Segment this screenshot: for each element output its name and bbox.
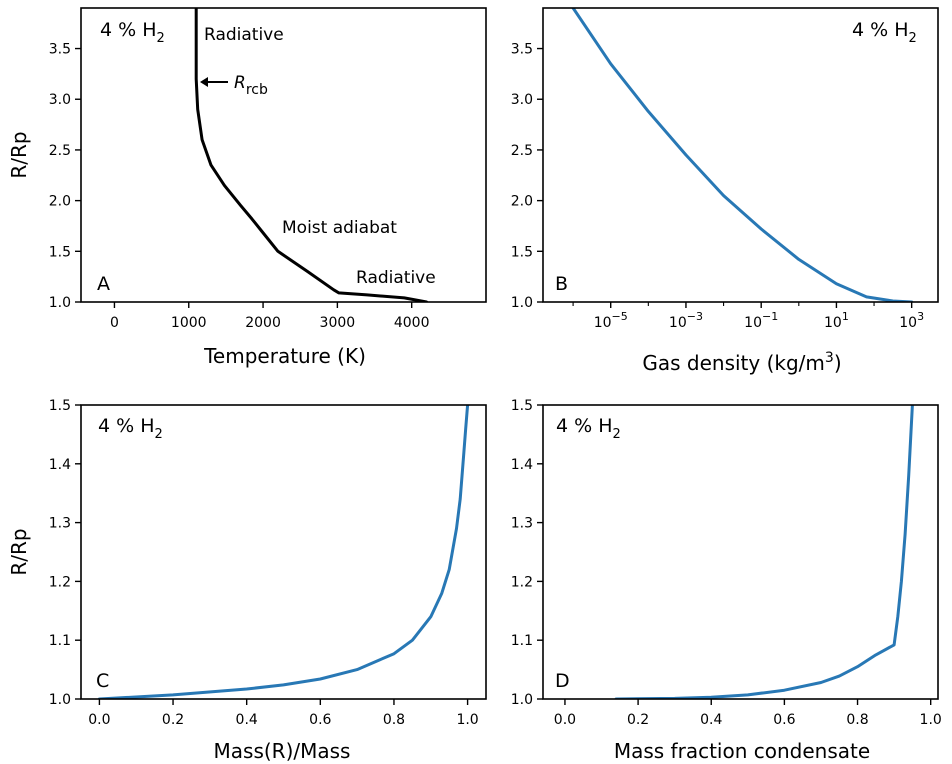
panel-d-xlabel: Mass fraction condensate bbox=[614, 739, 870, 763]
panel-c-series-line bbox=[97, 405, 470, 699]
panel-d-ytick-label: 1.2 bbox=[511, 574, 533, 590]
panel-c-lines bbox=[97, 405, 470, 699]
panel-c-xlabel: Mass(R)/Mass bbox=[214, 739, 351, 763]
panel-a-label-radiative-top: Radiative bbox=[204, 25, 284, 45]
panel-c-xtick-label: 0.0 bbox=[88, 712, 110, 728]
panel-d-xtick-label: 1.0 bbox=[920, 712, 942, 728]
panel-a-ytick-label: 2.5 bbox=[49, 143, 71, 159]
panel-a-xtick-label: 4000 bbox=[394, 315, 430, 331]
panel-d-xtick-label: 0.4 bbox=[700, 712, 722, 728]
panel-a-ticks: 1.0 1.5 2.0 2.5 3.0 3.5 0 1000 2000 3000 4000 bbox=[49, 42, 430, 331]
panel-a-ylabel: R/Rp bbox=[7, 131, 31, 178]
panel-b-ticks: 1.0 1.5 2.0 2.5 3.0 3.5 10−5 10−3 10−1 101 103 bbox=[511, 42, 924, 331]
panel-a-frame bbox=[80, 7, 487, 303]
panel-a-h2-annotation: 4 % H2 bbox=[100, 19, 165, 46]
panel-a-ytick-label: 3.0 bbox=[49, 92, 71, 108]
panel-a-xtick-label: 3000 bbox=[320, 315, 356, 331]
panel-b-xtick-label: 101 bbox=[824, 310, 849, 331]
panel-c-ticks: 1.0 1.1 1.2 1.3 1.4 1.5 0.0 0.2 0.4 0.6 0.8 1.0 bbox=[49, 398, 479, 728]
panel-c-ytick-label: 1.3 bbox=[49, 516, 71, 532]
panel-b-lines bbox=[571, 8, 914, 302]
panel-d-ytick-label: 1.5 bbox=[511, 398, 533, 414]
panel-d-frame bbox=[542, 404, 939, 700]
panel-a-series-line bbox=[194, 8, 429, 302]
panel-a-ytick-label: 1.5 bbox=[49, 244, 71, 260]
panel-c: 1.0 1.1 1.2 1.3 1.4 1.5 0.0 0.2 0.4 0.6 0.8 1.0 4 %… bbox=[7, 398, 487, 763]
panel-a-letter: A bbox=[97, 273, 110, 295]
panel-b-ytick-label: 2.5 bbox=[511, 143, 533, 159]
panel-a: 1.0 1.5 2.0 2.5 3.0 3.5 0 1000 2000 3000 4000 4 % … bbox=[7, 7, 487, 368]
panel-b-letter: B bbox=[555, 273, 568, 295]
panel-d-xtick-label: 0.0 bbox=[554, 712, 576, 728]
panel-d-xtick-label: 0.8 bbox=[846, 712, 868, 728]
panel-a-rcb-label: Rrcb bbox=[234, 73, 268, 98]
panel-c-ytick-label: 1.1 bbox=[49, 633, 71, 649]
panel-a-xtick-label: 1000 bbox=[171, 315, 207, 331]
panel-d-letter: D bbox=[555, 670, 570, 692]
panel-b-xtick-label: 10−1 bbox=[744, 310, 778, 331]
panel-a-ytick-label: 2.0 bbox=[49, 194, 71, 210]
panel-c-xtick-label: 0.6 bbox=[309, 712, 331, 728]
panel-a-xtick-label: 0 bbox=[110, 315, 119, 331]
panel-a-ytick-label: 1.0 bbox=[49, 295, 71, 311]
panel-d-h2-annotation: 4 % H2 bbox=[556, 415, 621, 442]
panel-a-rcb-arrow bbox=[200, 77, 228, 87]
panel-d-ytick-label: 1.0 bbox=[511, 692, 533, 708]
panel-a-xlabel: Temperature (K) bbox=[203, 344, 366, 368]
panel-a-ytick-label: 3.5 bbox=[49, 42, 71, 58]
panel-b-ytick-label: 1.0 bbox=[511, 295, 533, 311]
panel-a-label-radiative-bottom: Radiative bbox=[356, 268, 436, 288]
panel-c-ytick-label: 1.0 bbox=[49, 692, 71, 708]
panel-c-ytick-label: 1.4 bbox=[49, 457, 71, 473]
panel-b-series-line bbox=[571, 8, 914, 302]
panel-b-xtick-label: 10−3 bbox=[669, 310, 703, 331]
panel-a-xtick-label: 2000 bbox=[245, 315, 281, 331]
panel-d-ytick-label: 1.4 bbox=[511, 457, 533, 473]
panel-c-ytick-label: 1.2 bbox=[49, 574, 71, 590]
panel-a-label-moist-adiabat: Moist adiabat bbox=[282, 218, 397, 238]
panel-a-lines bbox=[194, 8, 429, 302]
panel-c-frame bbox=[80, 404, 487, 700]
panel-c-ytick-label: 1.5 bbox=[49, 398, 71, 414]
panel-b: 1.0 1.5 2.0 2.5 3.0 3.5 10−5 10−3 10−1 101 103 4 %… bbox=[511, 7, 939, 375]
panel-b-ytick-label: 2.0 bbox=[511, 194, 533, 210]
panel-d-ytick-label: 1.3 bbox=[511, 516, 533, 532]
panel-c-xtick-label: 0.8 bbox=[383, 712, 405, 728]
panel-d-series-line bbox=[614, 405, 914, 699]
panel-d-lines bbox=[614, 405, 914, 699]
panel-c-letter: C bbox=[96, 670, 109, 692]
panel-b-xtick-label: 10−5 bbox=[594, 310, 628, 331]
panel-c-xtick-label: 0.4 bbox=[236, 712, 258, 728]
panel-c-h2-annotation: 4 % H2 bbox=[98, 415, 163, 442]
panel-b-ytick-label: 3.5 bbox=[511, 42, 533, 58]
panel-b-xtick-label: 103 bbox=[899, 310, 924, 331]
panel-d-xtick-label: 0.2 bbox=[627, 712, 649, 728]
panel-d-xtick-label: 0.6 bbox=[773, 712, 795, 728]
panel-d-ticks: 1.0 1.1 1.2 1.3 1.4 1.5 0.0 0.2 0.4 0.6 0.8 1.0 bbox=[511, 398, 942, 728]
panel-c-ylabel: R/Rp bbox=[7, 528, 31, 575]
panel-b-frame bbox=[542, 7, 939, 303]
panel-c-xtick-label: 0.2 bbox=[162, 712, 184, 728]
panel-b-ytick-label: 1.5 bbox=[511, 244, 533, 260]
panel-d-ytick-label: 1.1 bbox=[511, 633, 533, 649]
panel-c-xtick-label: 1.0 bbox=[456, 712, 478, 728]
panel-b-ytick-label: 3.0 bbox=[511, 92, 533, 108]
panel-d: 1.0 1.1 1.2 1.3 1.4 1.5 0.0 0.2 0.4 0.6 0.8 1.0 4 %… bbox=[511, 398, 942, 763]
panel-b-xlabel: Gas density (kg/m3) bbox=[642, 350, 841, 375]
panel-b-h2-annotation: 4 % H2 bbox=[852, 19, 917, 46]
